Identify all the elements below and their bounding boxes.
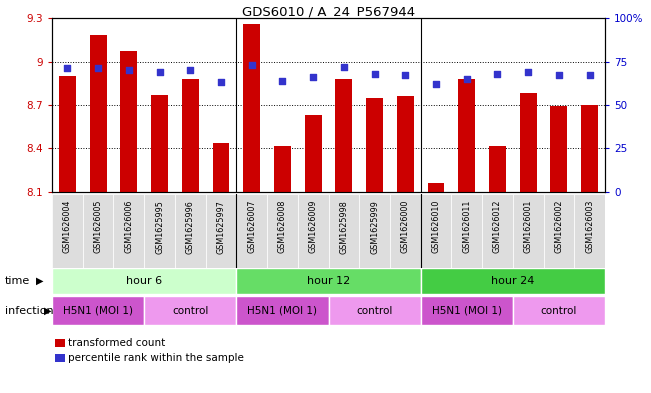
Bar: [519, 94, 536, 192]
Text: control: control: [172, 305, 208, 316]
Point: [554, 72, 564, 79]
Text: GSM1626001: GSM1626001: [523, 200, 533, 253]
Text: time: time: [5, 276, 30, 286]
Bar: [489, 145, 506, 192]
Bar: [120, 51, 137, 192]
Bar: [305, 115, 322, 192]
Text: transformed count: transformed count: [68, 338, 165, 348]
Bar: [144, 194, 175, 268]
Point: [93, 65, 104, 72]
Text: GSM1625998: GSM1625998: [339, 200, 348, 253]
Bar: [421, 194, 451, 268]
Bar: [52, 296, 144, 325]
Bar: [451, 194, 482, 268]
Text: GSM1626009: GSM1626009: [309, 200, 318, 253]
Text: GSM1625996: GSM1625996: [186, 200, 195, 253]
Bar: [83, 194, 113, 268]
Text: H5N1 (MOI 1): H5N1 (MOI 1): [247, 305, 318, 316]
Bar: [206, 194, 236, 268]
Point: [62, 65, 72, 72]
Point: [247, 62, 257, 68]
Text: GSM1626008: GSM1626008: [278, 200, 287, 253]
Point: [585, 72, 595, 79]
Bar: [267, 194, 298, 268]
Bar: [574, 194, 605, 268]
Bar: [151, 95, 168, 192]
Point: [215, 79, 226, 86]
Bar: [236, 296, 329, 325]
Point: [154, 69, 165, 75]
Bar: [236, 194, 267, 268]
Text: GSM1625995: GSM1625995: [155, 200, 164, 254]
Bar: [390, 194, 421, 268]
Point: [523, 69, 533, 75]
Bar: [397, 96, 414, 192]
Text: hour 12: hour 12: [307, 276, 350, 286]
Text: GSM1626003: GSM1626003: [585, 200, 594, 253]
Text: H5N1 (MOI 1): H5N1 (MOI 1): [63, 305, 133, 316]
Bar: [90, 35, 107, 192]
Text: ▶: ▶: [44, 305, 51, 316]
Bar: [366, 98, 383, 192]
Point: [431, 81, 441, 87]
Text: GSM1626005: GSM1626005: [94, 200, 103, 253]
Point: [124, 67, 134, 73]
Text: infection: infection: [5, 305, 53, 316]
Text: control: control: [356, 305, 393, 316]
Bar: [421, 268, 605, 294]
Point: [185, 67, 195, 73]
Bar: [551, 107, 568, 192]
Bar: [428, 183, 445, 192]
Text: GSM1626007: GSM1626007: [247, 200, 256, 253]
Bar: [335, 79, 352, 192]
Bar: [482, 194, 513, 268]
Point: [400, 72, 411, 79]
Bar: [513, 296, 605, 325]
Bar: [212, 143, 229, 192]
Bar: [544, 194, 574, 268]
Bar: [52, 194, 83, 268]
Bar: [298, 194, 329, 268]
Point: [369, 70, 380, 77]
Bar: [359, 194, 390, 268]
Text: GSM1625997: GSM1625997: [217, 200, 225, 254]
Bar: [144, 296, 236, 325]
Bar: [513, 194, 544, 268]
Bar: [182, 79, 199, 192]
Point: [462, 76, 472, 82]
Bar: [581, 105, 598, 192]
Point: [492, 70, 503, 77]
Text: GSM1626011: GSM1626011: [462, 200, 471, 253]
Bar: [175, 194, 206, 268]
Point: [308, 74, 318, 80]
Text: hour 24: hour 24: [491, 276, 534, 286]
Text: GSM1626004: GSM1626004: [63, 200, 72, 253]
Bar: [421, 296, 513, 325]
Point: [339, 64, 349, 70]
Text: control: control: [541, 305, 577, 316]
Bar: [329, 296, 421, 325]
Text: GDS6010 / A_24_P567944: GDS6010 / A_24_P567944: [242, 5, 415, 18]
Point: [277, 77, 288, 84]
Text: GSM1626000: GSM1626000: [401, 200, 410, 253]
Text: percentile rank within the sample: percentile rank within the sample: [68, 353, 244, 363]
Bar: [113, 194, 144, 268]
Text: GSM1626006: GSM1626006: [124, 200, 133, 253]
Text: GSM1626002: GSM1626002: [555, 200, 563, 253]
Bar: [329, 194, 359, 268]
Text: GSM1626012: GSM1626012: [493, 200, 502, 253]
Bar: [236, 268, 421, 294]
Text: GSM1625999: GSM1625999: [370, 200, 379, 254]
Text: H5N1 (MOI 1): H5N1 (MOI 1): [432, 305, 502, 316]
Bar: [52, 268, 236, 294]
Text: GSM1626010: GSM1626010: [432, 200, 441, 253]
Text: hour 6: hour 6: [126, 276, 162, 286]
Text: ▶: ▶: [36, 276, 44, 286]
Bar: [274, 145, 291, 192]
Bar: [458, 79, 475, 192]
Bar: [59, 76, 76, 192]
Bar: [243, 24, 260, 192]
